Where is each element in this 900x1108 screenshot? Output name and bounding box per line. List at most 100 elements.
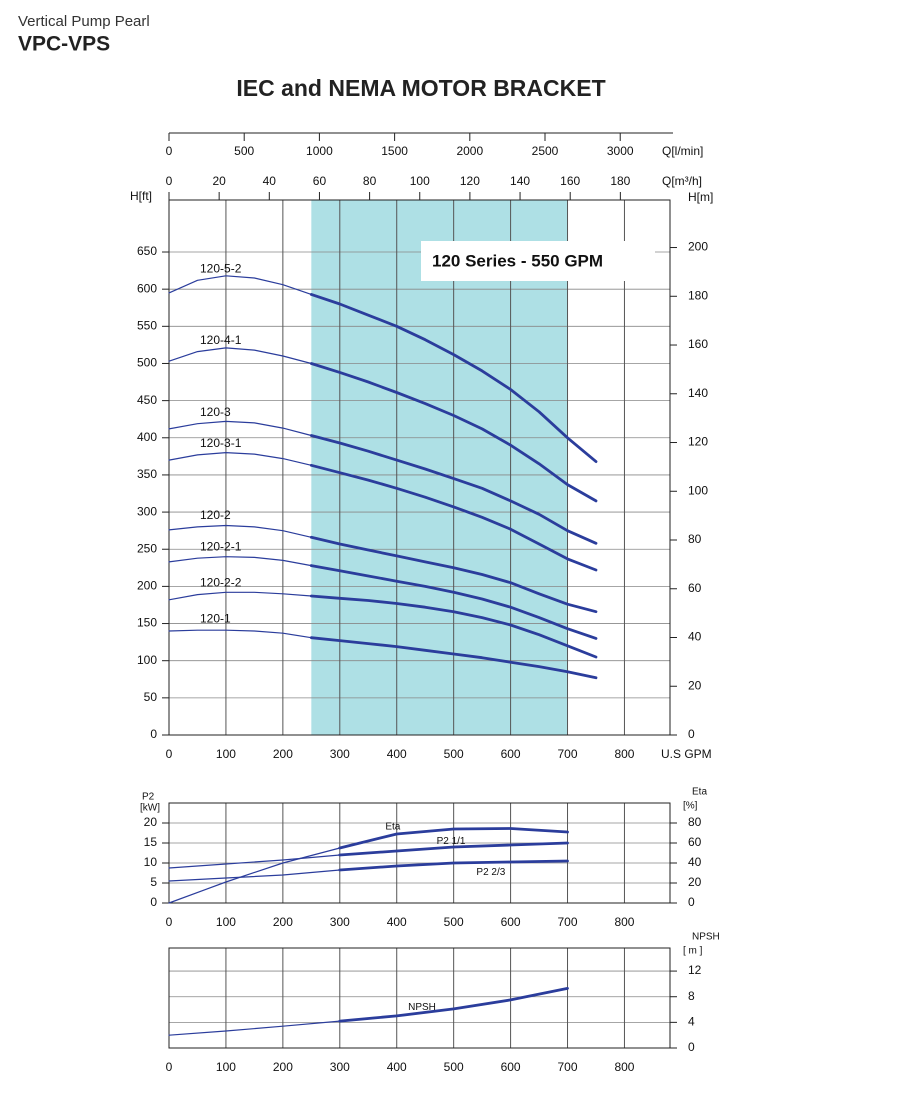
- curve-thick: [309, 636, 598, 680]
- x-tick-label: 700: [558, 747, 578, 761]
- top-axis-tick-label: 160: [560, 174, 580, 188]
- top-axis-tick-label: 60: [313, 174, 327, 188]
- y-tick-label: 100: [137, 653, 157, 667]
- x-tick-label: 300: [330, 1060, 350, 1074]
- x-tick-label: 800: [614, 1060, 634, 1074]
- y2-tick-label: 100: [688, 483, 708, 497]
- curve-thick: [309, 362, 598, 503]
- x-tick-label: 0: [166, 1060, 173, 1074]
- x-tick-label: 200: [273, 747, 293, 761]
- curve-thin: [168, 629, 312, 639]
- y2-tick-label: 60: [688, 835, 702, 849]
- y2-tick-label: 200: [688, 240, 708, 254]
- curve-label: 120-3: [200, 405, 231, 419]
- y2-tick-label: 180: [688, 288, 708, 302]
- y2-tick-label: 8: [688, 989, 695, 1003]
- plot-frame: [168, 802, 671, 904]
- x-axis-label: U.S GPM: [661, 747, 712, 761]
- y-tick-label: 10: [144, 855, 158, 869]
- curve-label: 120-2: [200, 508, 231, 522]
- y-tick-label: 350: [137, 467, 157, 481]
- curve-label: 120-2-1: [200, 539, 242, 553]
- curve-thin: [168, 556, 312, 567]
- y-tick-label: 300: [137, 504, 157, 518]
- curve-thick: [309, 594, 598, 659]
- y2-tick-label: 160: [688, 337, 708, 351]
- y-tick-label: 400: [137, 430, 157, 444]
- curve-thin: [168, 854, 341, 869]
- top-axis-tick-label: 500: [234, 144, 254, 158]
- y-tick-label: 0: [150, 727, 157, 741]
- curve-thick: [309, 293, 598, 463]
- top-axis-tick-label: 3000: [607, 144, 634, 158]
- y-tick-label: 650: [137, 244, 157, 258]
- curve-label: Eta: [385, 821, 400, 832]
- top-axis-tick-label: 0: [166, 174, 173, 188]
- y2-axis-unit: [ m ]: [683, 946, 703, 957]
- x-tick-label: 400: [387, 1060, 407, 1074]
- x-tick-label: 0: [166, 915, 173, 929]
- y2-tick-label: 80: [688, 532, 702, 546]
- x-tick-label: 800: [614, 747, 634, 761]
- y-tick-label: 15: [144, 835, 158, 849]
- x-tick-label: 400: [387, 915, 407, 929]
- curve-thin: [168, 1020, 341, 1036]
- y2-tick-label: 60: [688, 581, 702, 595]
- curve-thick: [309, 564, 598, 640]
- curve-label: 120-3-1: [200, 436, 242, 450]
- top-axis-tick-label: 2500: [532, 144, 559, 158]
- annotation: 120 Series - 550 GPM: [432, 251, 603, 270]
- curve-label: 120-5-2: [200, 261, 242, 275]
- x-tick-label: 600: [501, 747, 521, 761]
- curve-label: 120-2-2: [200, 576, 242, 590]
- curve-thin: [168, 524, 312, 538]
- x-tick-label: 200: [273, 1060, 293, 1074]
- y-axis-label: P2: [142, 792, 155, 803]
- y2-tick-label: 140: [688, 386, 708, 400]
- x-tick-label: 100: [216, 747, 236, 761]
- curve-thin: [168, 869, 341, 882]
- x-tick-label: 800: [614, 915, 634, 929]
- top-axis-tick-label: 1000: [306, 144, 333, 158]
- y2-tick-label: 12: [688, 963, 702, 977]
- y2-tick-label: 0: [688, 1040, 695, 1054]
- top-axis-tick-label: 140: [510, 174, 530, 188]
- x-tick-label: 500: [444, 915, 464, 929]
- y2-axis-label: NPSH: [692, 932, 720, 943]
- y2-axis-unit: [%]: [683, 801, 698, 812]
- curve-thick: [309, 463, 598, 572]
- top-axis-label: Q[l/min]: [662, 144, 703, 158]
- y2-tick-label: 4: [688, 1015, 695, 1029]
- y-tick-label: 450: [137, 393, 157, 407]
- y2-axis-label: Eta: [692, 787, 707, 798]
- y-tick-label: 500: [137, 356, 157, 370]
- y2-tick-label: 0: [688, 895, 695, 909]
- plot-frame: [168, 947, 671, 1049]
- y-tick-label: 200: [137, 579, 157, 593]
- x-tick-label: 0: [166, 747, 173, 761]
- x-tick-label: 100: [216, 1060, 236, 1074]
- curve-thin: [168, 591, 312, 601]
- curve-thin: [168, 847, 341, 904]
- y-tick-label: 550: [137, 318, 157, 332]
- x-tick-label: 300: [330, 915, 350, 929]
- curve-label: NPSH: [408, 1002, 436, 1013]
- top-axis-tick-label: 40: [263, 174, 277, 188]
- y2-tick-label: 120: [688, 435, 708, 449]
- brand: Vertical Pump Pearl: [18, 13, 150, 30]
- y-tick-label: 600: [137, 281, 157, 295]
- y2-tick-label: 0: [688, 727, 695, 741]
- curve-label: 120-4-1: [200, 333, 242, 347]
- curve-thick: [309, 434, 598, 545]
- y2-tick-label: 40: [688, 630, 702, 644]
- x-tick-label: 500: [444, 747, 464, 761]
- y-tick-label: 5: [150, 875, 157, 889]
- curve-thin: [168, 452, 312, 466]
- chart-title: IEC and NEMA MOTOR BRACKET: [236, 75, 605, 101]
- top-axis-tick-label: 1500: [381, 144, 408, 158]
- y2-tick-label: 40: [688, 855, 702, 869]
- y2-tick-label: 20: [688, 678, 702, 692]
- curve-thin: [168, 275, 312, 295]
- y-tick-label: 250: [137, 541, 157, 555]
- x-tick-label: 100: [216, 915, 236, 929]
